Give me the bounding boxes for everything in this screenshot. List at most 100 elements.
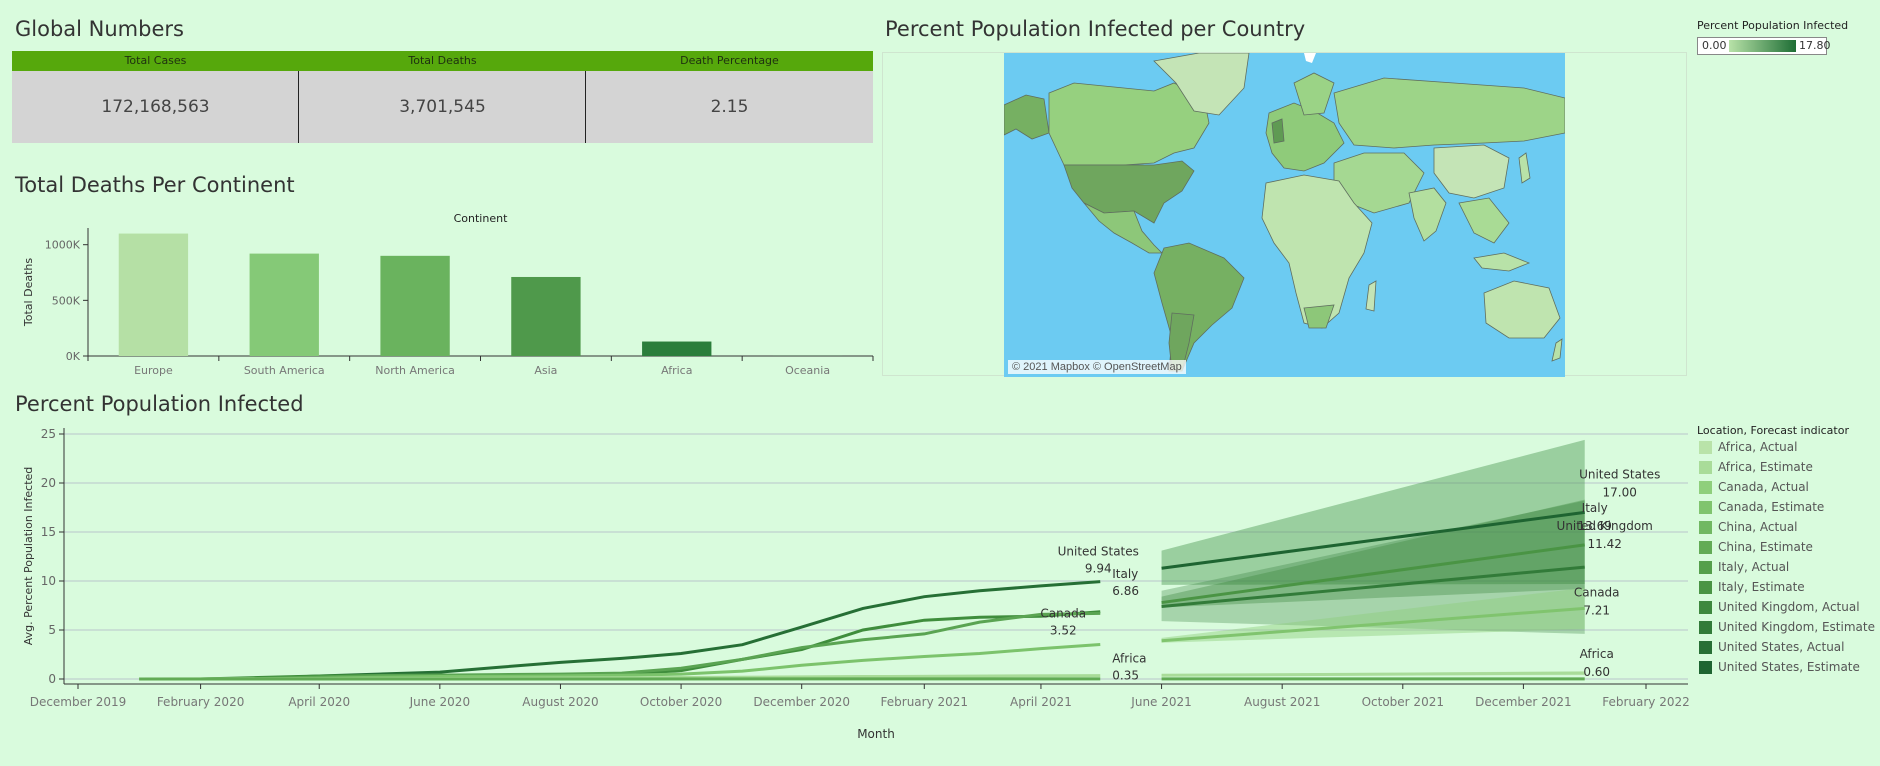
- kpi-value-total-deaths: 3,701,545: [299, 71, 586, 143]
- legend-label: United Kingdom, Estimate: [1718, 620, 1875, 634]
- forecast-line-united-kingdom: [1161, 565, 1585, 608]
- bar-europe: [118, 233, 189, 356]
- map-country-new-zealand: [1551, 338, 1563, 362]
- world-map[interactable]: © 2021 Mapbox © OpenStreetMap: [1004, 53, 1565, 377]
- line-x-tick-label: December 2020: [753, 695, 850, 709]
- bar-y-tick-label: 500K: [52, 294, 81, 307]
- legend-label: China, Estimate: [1718, 540, 1813, 554]
- location-legend-title: Location, Forecast indicator: [1697, 424, 1849, 437]
- map-country-scandinavia: [1293, 72, 1335, 116]
- forecast-end-value: 13.69: [1578, 519, 1612, 533]
- legend-swatch: [1699, 521, 1712, 534]
- line-y-tick-label: 25: [41, 427, 56, 441]
- actual-end-label: Italy: [1112, 567, 1138, 581]
- legend-swatch: [1699, 621, 1712, 634]
- forecast-end-value: 7.21: [1583, 603, 1610, 617]
- forecast-end-value: 17.00: [1603, 485, 1637, 499]
- map-country-united-states: [1063, 160, 1195, 224]
- bar-category-label: Africa: [661, 364, 692, 377]
- forecast-band-united-kingdom: [1161, 500, 1585, 634]
- legend-swatch: [1699, 541, 1712, 554]
- bar-y-tick-label: 1000K: [45, 239, 81, 252]
- map-country-australia: [1483, 280, 1561, 339]
- legend-swatch: [1699, 501, 1712, 514]
- global-numbers-title: Global Numbers: [15, 17, 184, 41]
- map-legend-gradient: [1729, 40, 1796, 52]
- line-x-tick-label: February 2022: [1602, 695, 1690, 709]
- map-country-africa: [1261, 174, 1373, 329]
- kpi-total-cases: Total Cases 172,168,563: [12, 51, 299, 143]
- forecast-end-label: Italy: [1582, 501, 1608, 515]
- legend-label: United States, Estimate: [1718, 660, 1860, 674]
- line-x-tick-label: October 2020: [640, 695, 722, 709]
- legend-label: Africa, Estimate: [1718, 460, 1813, 474]
- forecast-end-label: Africa: [1580, 647, 1614, 661]
- bar-africa: [642, 341, 712, 356]
- actual-end-label: Canada: [1040, 607, 1086, 621]
- bar-north-america: [380, 255, 450, 356]
- map-country-india: [1408, 187, 1447, 242]
- legend-label: Canada, Estimate: [1718, 500, 1825, 514]
- bar-y-axis-label: Total Deaths: [22, 258, 35, 327]
- line-x-tick-label: August 2021: [1244, 695, 1320, 709]
- line-x-tick-label: February 2020: [157, 695, 245, 709]
- actual-end-label: United States: [1058, 545, 1139, 559]
- legend-label: Africa, Actual: [1718, 440, 1798, 454]
- legend-swatch: [1699, 601, 1712, 614]
- forecast-line-united-states: [1161, 510, 1585, 570]
- bar-asia: [511, 276, 581, 356]
- line-y-tick-label: 0: [48, 672, 56, 686]
- line-x-tick-label: August 2020: [522, 695, 598, 709]
- kpi-table: Total Cases 172,168,563 Total Deaths 3,7…: [12, 51, 873, 143]
- map-title: Percent Population Infected per Country: [885, 17, 1306, 41]
- actual-end-label: Africa: [1112, 652, 1146, 666]
- bar-category-label: North America: [375, 364, 455, 377]
- forecast-end-value: 0.60: [1583, 665, 1610, 679]
- actual-end-value: 9.94: [1085, 562, 1112, 576]
- map-color-legend: 0.00 17.80: [1697, 37, 1831, 55]
- kpi-header-death-percentage: Death Percentage: [586, 51, 873, 71]
- kpi-value-total-cases: 172,168,563: [12, 71, 299, 143]
- forecast-line-canada: [1161, 606, 1585, 643]
- legend-swatch: [1699, 641, 1712, 654]
- bar-top-axis-label: Continent: [454, 212, 508, 225]
- forecast-end-label: United Kingdom: [1557, 519, 1653, 533]
- line-x-tick-label: April 2020: [288, 695, 350, 709]
- map-country-greenland: [1153, 53, 1250, 116]
- kpi-death-percentage: Death Percentage 2.15: [586, 51, 873, 143]
- world-map-shapes: [1004, 53, 1565, 372]
- legend-label: Canada, Actual: [1718, 480, 1809, 494]
- line-y-tick-label: 5: [48, 623, 56, 637]
- bar-y-tick-label: 0K: [66, 350, 81, 363]
- line-y-axis-label: Avg. Percent Population Infected: [22, 467, 35, 646]
- line-x-tick-label: June 2021: [1130, 695, 1192, 709]
- legend-label: United Kingdom, Actual: [1718, 600, 1860, 614]
- legend-swatch: [1699, 461, 1712, 474]
- forecast-band-united-states: [1161, 439, 1585, 585]
- legend-label: United States, Actual: [1718, 640, 1845, 654]
- map-country-japan: [1518, 152, 1531, 184]
- deaths-per-continent-chart: Continent Total Deaths 0K 500K 1000K Europe So…: [22, 212, 874, 377]
- map-attribution[interactable]: © 2021 Mapbox © OpenStreetMap: [1008, 360, 1186, 374]
- legend-label: Italy, Estimate: [1718, 580, 1805, 594]
- line-y-tick-label: 10: [41, 574, 56, 588]
- map-panel[interactable]: © 2021 Mapbox © OpenStreetMap: [882, 52, 1687, 377]
- bar-south-america: [249, 253, 319, 356]
- forecast-end-value: 11.42: [1588, 537, 1622, 551]
- forecast-line-africa: [1161, 671, 1585, 677]
- kpi-divider: [585, 71, 586, 143]
- kpi-header-total-cases: Total Cases: [12, 51, 299, 71]
- bar-category-label: Oceania: [785, 364, 830, 377]
- line-x-tick-label: December 2019: [30, 695, 127, 709]
- forecast-line-italy: [1161, 543, 1585, 605]
- kpi-value-death-percentage: 2.15: [586, 71, 873, 143]
- kpi-header-total-deaths: Total Deaths: [299, 51, 586, 71]
- legend-swatch: [1699, 561, 1712, 574]
- legend-swatch: [1699, 441, 1712, 454]
- map-country-russia: [1333, 77, 1565, 149]
- kpi-total-deaths: Total Deaths 3,701,545: [299, 51, 586, 143]
- actual-line-canada: [139, 643, 1101, 681]
- actual-end-value: 0.35: [1112, 669, 1139, 683]
- legend-label: Italy, Actual: [1718, 560, 1790, 574]
- line-y-tick-label: 20: [41, 476, 56, 490]
